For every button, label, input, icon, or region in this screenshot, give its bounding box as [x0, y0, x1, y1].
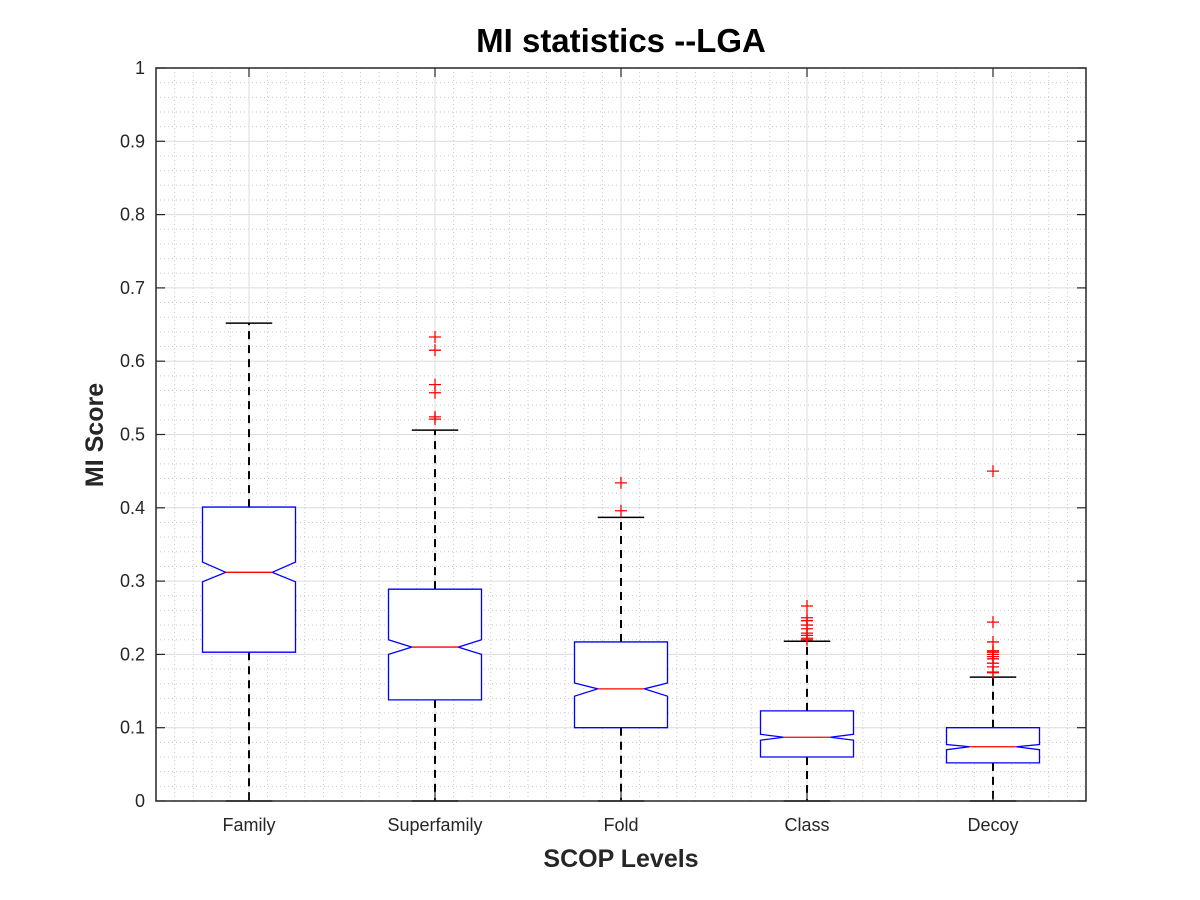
y-tick-label: 1 — [135, 58, 145, 78]
y-axis-label: MI Score — [81, 383, 109, 487]
x-tick-label: Decoy — [967, 815, 1018, 835]
box-family — [201, 322, 297, 802]
outlier-point — [801, 633, 813, 646]
outlier-point — [429, 386, 441, 399]
outlier-point — [615, 476, 627, 489]
notched-box — [759, 710, 855, 758]
outlier-point — [615, 504, 627, 517]
y-ticks: 0 0.1 0.2 0.3 0.4 0.5 0.6 0.7 0.8 0.9 1 — [120, 58, 1086, 811]
notched-box — [387, 588, 483, 701]
x-tick-label: Family — [223, 815, 276, 835]
y-tick-label: 0.9 — [120, 131, 145, 151]
box-fold — [573, 476, 669, 802]
outlier-point — [801, 600, 813, 613]
y-tick-label: 0.4 — [120, 498, 145, 518]
notched-box — [201, 506, 297, 653]
chart-title: MI statistics --LGA — [476, 22, 766, 59]
y-tick-label: 0.5 — [120, 425, 145, 445]
x-tick-label: Superfamily — [387, 815, 482, 835]
outlier-point — [987, 465, 999, 478]
notched-box — [945, 727, 1041, 764]
boxes — [201, 322, 1041, 802]
y-tick-label: 0 — [135, 791, 145, 811]
x-tick-label: Class — [784, 815, 829, 835]
outlier-point — [429, 344, 441, 357]
x-ticks: Family Superfamily Fold Class Decoy — [223, 68, 1019, 835]
outlier-point — [429, 413, 441, 426]
notched-box — [573, 641, 669, 729]
y-tick-label: 0.3 — [120, 571, 145, 591]
x-axis-label: SCOP Levels — [543, 845, 698, 873]
outlier-point — [429, 331, 441, 344]
outlier-point — [987, 616, 999, 629]
box-decoy — [945, 465, 1041, 802]
x-tick-label: Fold — [603, 815, 638, 835]
y-tick-label: 0.8 — [120, 205, 145, 225]
y-tick-label: 0.1 — [120, 718, 145, 738]
outlier-point — [987, 666, 999, 679]
y-tick-label: 0.7 — [120, 278, 145, 298]
y-tick-label: 0.2 — [120, 644, 145, 664]
y-tick-label: 0.6 — [120, 351, 145, 371]
